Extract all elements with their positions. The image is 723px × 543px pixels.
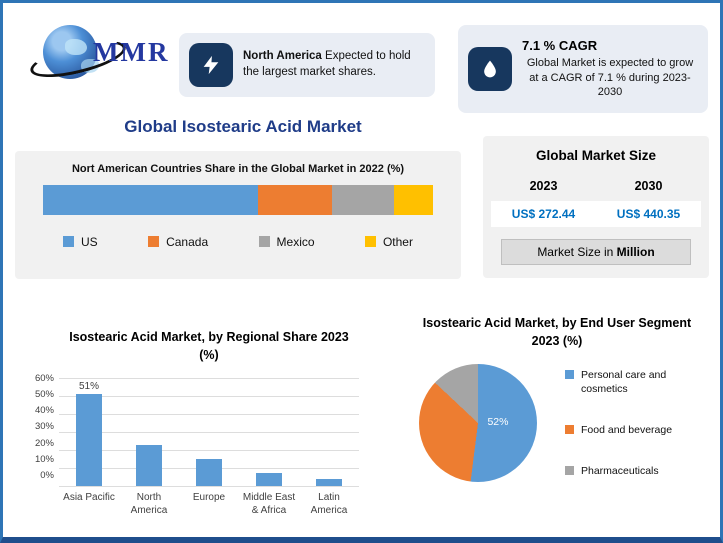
legend-item: US [63,235,98,249]
legend-item: Food and beverage [565,423,685,437]
bar [76,394,102,486]
x-tick-label: Europe [192,492,226,503]
legend-swatch [565,465,574,475]
y-tick-label: 30% [34,421,54,433]
pie-area: 52% Personal care and cosmetics Food and … [401,364,713,482]
stacked-bar-segment [257,185,332,215]
end-user-chart: Isostearic Acid Market, by End User Segm… [401,315,713,530]
pie-legend: Personal care and cosmetics Food and beve… [565,364,685,482]
market-size-note: Market Size in Million [501,239,691,265]
bar-x-labels: Asia Pacific North America Europe Middle Ea… [59,491,359,517]
y-tick-label: 0% [40,469,54,481]
legend-item: Personal care and cosmetics [565,368,685,396]
year-2030: 2030 [634,179,663,193]
legend-label: Mexico [276,235,315,249]
note-prefix: Market Size in [537,245,617,259]
legend-swatch [565,425,574,434]
gridline [59,449,359,451]
bar-column [299,378,359,486]
legend-label: Personal care and cosmetics [581,369,667,396]
lightning-icon [189,43,233,87]
flame-icon [468,47,512,91]
logo-text: MMR [93,37,170,67]
globe-land [81,59,99,73]
pie-chart: 52% [419,364,537,482]
bar-value-label: 51% [78,381,99,393]
market-size-panel: Global Market Size 2023 2030 US$ 272.44 … [483,136,709,278]
legend-swatch [258,236,270,247]
bar [136,444,162,486]
bar [256,473,282,486]
y-tick-label: 20% [34,437,54,449]
mmr-logo: MMR [27,19,179,99]
stacked-bar-segment [331,185,394,215]
market-size-years: 2023 2030 [491,175,701,197]
card-highlight: North America [243,50,322,63]
legend-swatch [63,236,74,247]
bar-plot: 51% [59,378,359,487]
x-tick-label: Latin America [310,492,348,516]
na-share-panel: Nort American Countries Share in the Glo… [15,151,461,279]
market-size-title: Global Market Size [535,148,657,163]
year-2023: 2023 [529,179,558,193]
market-size-values: US$ 272.44 US$ 440.35 [491,201,701,227]
pie-chart-title: Isostearic Acid Market, by End User Segm… [422,316,692,348]
stacked-bar [43,185,433,215]
legend-swatch [565,370,574,379]
gridline [59,395,359,397]
highlight-card-north-america: North America Expected to hold the large… [179,33,435,97]
y-tick-label: 10% [34,453,54,465]
legend-swatch [148,236,160,247]
gridline [59,378,359,379]
legend-swatch [364,236,376,247]
bar-column [179,378,239,486]
cagr-text-block: 7.1 % CAGR Global Market is expected to … [522,38,698,101]
stacked-legend: US Canada Mexico Other [63,235,413,249]
pie-slice-label: 52% [487,415,509,428]
bar-column [239,378,299,486]
value-2023: US$ 272.44 [511,207,576,221]
globe-icon [43,25,99,79]
bar-column: 51% [59,378,119,486]
note-unit: Million [616,245,655,259]
stacked-bar-segment [393,185,433,215]
bar-column [119,378,179,486]
legend-label: Canada [166,235,209,249]
page-title: Global Isostearic Acid Market [124,117,362,136]
bar-chart-title: Isostearic Acid Market, by Regional Shar… [69,330,349,362]
legend-item: Mexico [258,235,315,249]
legend-item: Pharmaceuticals [565,464,685,478]
x-tick-label: North America [130,492,168,516]
card-body-text: Expected to hold the largest market shar… [243,50,411,78]
bar-chart: 60% 50% 40% 30% 20% 10% 0% 51% [27,373,397,487]
y-tick-label: 40% [34,405,54,417]
gridline [59,486,359,487]
legend-label: US [81,235,98,249]
x-tick-label: Asia Pacific [63,492,115,503]
cagr-body: Global Market is expected to grow at a C… [526,56,694,99]
gridline [59,432,359,433]
regional-share-chart: Isostearic Acid Market, by Regional Shar… [21,329,397,529]
globe-land [65,39,87,55]
legend-item: Canada [148,235,208,249]
bars-row: 51% [59,378,359,486]
y-tick-label: 60% [34,373,54,384]
stacked-bar-segment [43,185,258,215]
bar [316,478,342,486]
y-tick-label: 50% [34,389,54,401]
legend-item: Other [364,235,413,249]
cagr-title: 7.1 % CAGR [522,37,598,53]
value-2030: US$ 440.35 [616,207,681,221]
bar [196,459,222,486]
legend-label: Pharmaceuticals [581,464,659,477]
card-text: North America Expected to hold the large… [243,49,425,80]
x-tick-label: Middle East & Africa [242,492,296,516]
stacked-chart-title: Nort American Countries Share in the Glo… [71,163,405,175]
highlight-card-cagr: 7.1 % CAGR Global Market is expected to … [458,25,708,113]
legend-label: Other [382,235,413,249]
bar-y-axis: 60% 50% 40% 30% 20% 10% 0% [27,373,59,481]
gridline [59,413,359,415]
legend-label: Food and beverage [581,424,673,436]
